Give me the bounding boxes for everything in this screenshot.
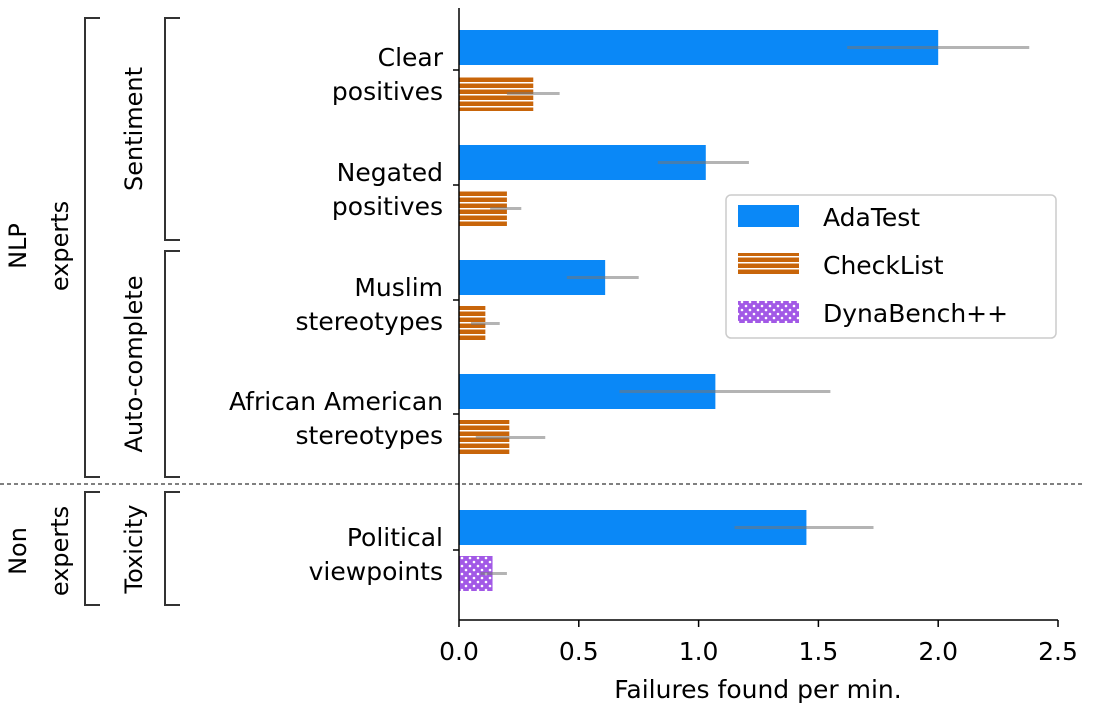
category-label: stereotypes — [296, 421, 444, 450]
subgroup-label-sentiment: Sentiment — [120, 67, 148, 191]
legend-box — [725, 194, 1057, 339]
bracket-sentiment — [164, 17, 180, 241]
x-tick-label: 0.5 — [559, 637, 599, 666]
bracket-toxicity — [164, 491, 180, 606]
category-label: Political — [347, 523, 443, 552]
legend-label: AdaTest — [823, 203, 920, 232]
group-label-non: Non — [4, 527, 32, 575]
group-label-nlp: NLP — [4, 223, 32, 269]
category-label: viewpoints — [309, 557, 443, 586]
category-label: African American — [229, 387, 443, 416]
bracket-non-experts — [84, 491, 100, 606]
legend-label: DynaBench++ — [823, 299, 1008, 328]
subgroup-label-auto-complete: Auto-complete — [120, 276, 148, 453]
x-tick-label: 1.5 — [799, 637, 839, 666]
bracket-nlp-experts — [84, 17, 100, 478]
legend-label: CheckList — [823, 251, 944, 280]
legend-swatch-checklist — [738, 253, 799, 275]
category-label: stereotypes — [296, 307, 444, 336]
group-label-experts: experts — [46, 506, 74, 596]
x-tick-label: 1.0 — [679, 637, 719, 666]
category-label: Negated — [337, 158, 443, 187]
category-label: Clear — [378, 43, 444, 72]
category-label: Muslim — [354, 273, 443, 302]
legend-swatch-adatest — [738, 205, 799, 227]
x-tick-label: 2.0 — [918, 637, 958, 666]
legend-swatch-dynabench — [738, 301, 799, 323]
x-tick-label: 2.5 — [1038, 637, 1078, 666]
category-label: positives — [332, 192, 443, 221]
subgroup-label-toxicity: Toxicity — [120, 505, 148, 595]
bracket-auto-complete — [164, 250, 180, 478]
x-tick-label: 0.0 — [439, 637, 479, 666]
group-label-experts: experts — [46, 201, 74, 291]
category-label: positives — [332, 77, 443, 106]
x-axis-label: Failures found per min. — [614, 675, 901, 704]
